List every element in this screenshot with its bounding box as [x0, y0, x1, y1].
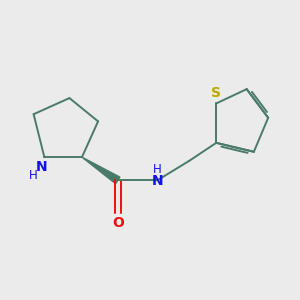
Text: H: H — [28, 169, 37, 182]
Text: N: N — [36, 160, 47, 174]
Text: O: O — [112, 216, 124, 230]
Polygon shape — [82, 157, 120, 184]
Text: S: S — [211, 86, 220, 100]
Text: N: N — [151, 174, 163, 188]
Text: H: H — [153, 163, 161, 176]
